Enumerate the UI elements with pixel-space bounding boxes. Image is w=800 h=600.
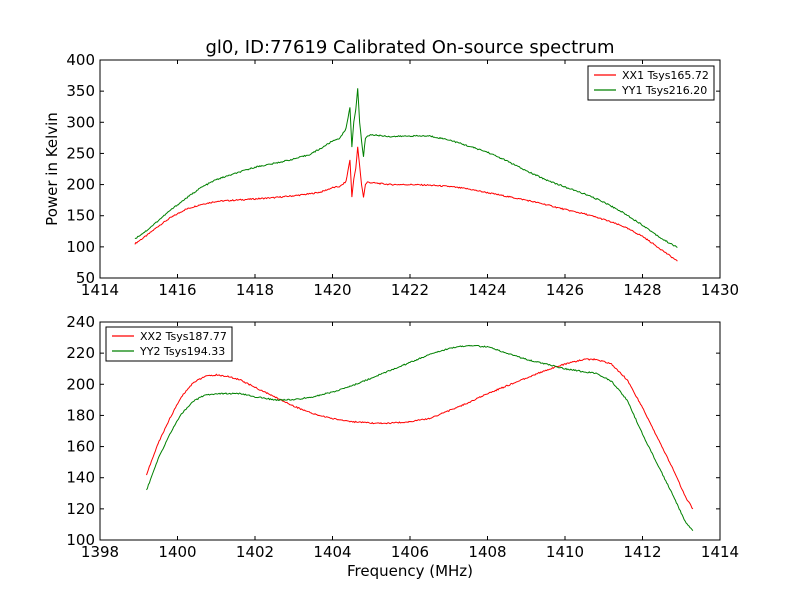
y-tick-label: 200: [66, 375, 95, 393]
legend-entry: XX1 Tsys165.72: [622, 69, 709, 82]
y-tick-label: 160: [66, 438, 95, 456]
x-tick-label: 1404: [313, 543, 351, 561]
series-line-1: [134, 146, 678, 262]
x-tick-label: 1426: [546, 281, 584, 299]
y-tick-label: 220: [66, 344, 95, 362]
y-tick-label: 150: [66, 207, 95, 225]
legend: XX2 Tsys187.77 YY2 Tsys194.33: [105, 326, 233, 362]
x-tick-label: 1420: [313, 281, 351, 299]
x-tick-label: 1416: [158, 281, 196, 299]
legend: XX1 Tsys165.72 YY1 Tsys216.20: [587, 65, 715, 101]
legend-entry: XX2 Tsys187.77: [140, 330, 227, 343]
series-line-2: [146, 344, 694, 531]
x-tick-label: 1428: [623, 281, 661, 299]
x-tick-label: 1414: [701, 543, 739, 561]
x-tick-label: 1402: [236, 543, 274, 561]
x-tick-label: 1398: [81, 543, 119, 561]
y-tick-label: 120: [66, 500, 95, 518]
y-tick-label: 100: [66, 238, 95, 256]
y-tick-label: 140: [66, 469, 95, 487]
series-line-2: [134, 88, 678, 248]
y-tick-label: 200: [66, 176, 95, 194]
y-tick-label: 400: [66, 51, 95, 69]
x-tick-label: 1422: [391, 281, 429, 299]
x-tick-label: 1414: [81, 281, 119, 299]
figure-title: gl0, ID:77619 Calibrated On-source spect…: [205, 37, 614, 58]
x-tick-label: 1410: [546, 543, 584, 561]
x-axis-label: Frequency (MHz): [347, 562, 473, 580]
legend-box: [587, 65, 715, 101]
y-tick-label: 350: [66, 82, 95, 100]
y-tick-label: 300: [66, 113, 95, 131]
y-tick-label: 240: [66, 313, 95, 331]
x-tick-label: 1406: [391, 543, 429, 561]
chart-panel-2: 1398 1400 1402 1404 1406 1408 1410 1412 1414 100 1…: [66, 313, 739, 580]
y-axis-label: Power in Kelvin: [43, 112, 61, 226]
y-tick-label: 180: [66, 406, 95, 424]
x-tick-label: 1424: [468, 281, 506, 299]
chart-panel-1: 1414 1416 1418 1420 1422 1424 1426 1428 1430 50 10…: [43, 51, 739, 299]
x-tick-label: 1412: [623, 543, 661, 561]
series-line-1: [146, 357, 694, 510]
x-tick-label: 1418: [236, 281, 274, 299]
legend-box: [105, 326, 233, 362]
y-tick-label: 250: [66, 144, 95, 162]
x-tick-label: 1408: [468, 543, 506, 561]
y-tick-label: 50: [76, 269, 95, 287]
legend-entry: YY1 Tsys216.20: [621, 84, 707, 97]
legend-entry: YY2 Tsys194.33: [139, 345, 225, 358]
x-tick-label: 1430: [701, 281, 739, 299]
y-tick-label: 100: [66, 531, 95, 549]
x-tick-label: 1400: [158, 543, 196, 561]
